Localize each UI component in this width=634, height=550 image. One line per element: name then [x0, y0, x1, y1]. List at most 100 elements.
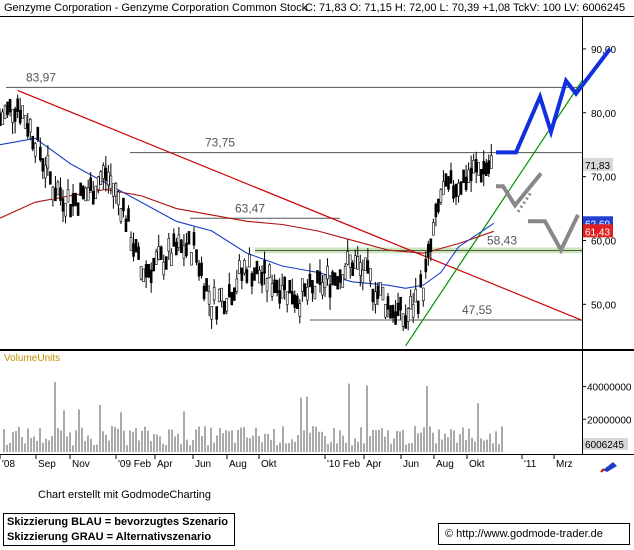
candle-body	[374, 291, 377, 305]
level-label: 83,97	[26, 70, 56, 84]
source-url[interactable]: © http://www.godmode-trader.de	[438, 523, 630, 545]
candle-body	[107, 171, 110, 186]
candle-body	[381, 286, 385, 301]
candle-body	[195, 249, 198, 263]
candle-body	[472, 159, 475, 174]
candle-body	[288, 279, 292, 294]
candle-body	[56, 181, 60, 196]
candle-body	[240, 267, 244, 281]
candle-body	[258, 269, 261, 284]
candle-body	[447, 176, 450, 190]
candle-body	[197, 263, 201, 277]
candle-body	[479, 169, 483, 183]
candle-body	[220, 287, 224, 302]
candle-body	[404, 315, 407, 329]
candle-body	[394, 311, 397, 325]
candle-body	[250, 273, 254, 287]
candle-body	[109, 175, 113, 189]
source-url-text[interactable]: http://www.godmode-trader.de	[456, 528, 603, 540]
candle-body	[81, 185, 85, 199]
candle-body	[0, 112, 2, 127]
candle-body	[298, 303, 302, 317]
candle-body	[336, 276, 339, 290]
candle-body	[44, 164, 47, 179]
candle-body	[157, 246, 161, 260]
candle-body	[33, 143, 37, 157]
candle-body	[222, 300, 226, 315]
candle-body	[346, 251, 349, 265]
scenario-grey-text: Skizzierung GRAU = Alternativszenario	[7, 531, 212, 543]
candle-body	[424, 258, 428, 273]
volume-tick-label: 20000000	[587, 415, 632, 426]
title-bar	[0, 0, 634, 16]
candle-body	[177, 234, 181, 248]
candle-body	[8, 98, 12, 113]
quote-line: C: 71,83 O: 71,15 H: 72,00 L: 70,39 +1,0…	[305, 2, 625, 14]
candle-body	[265, 278, 269, 292]
candle-body	[326, 265, 329, 280]
candle-body	[185, 242, 188, 257]
candle-body	[129, 237, 133, 251]
candle-body	[462, 169, 465, 183]
candle-body	[66, 189, 70, 203]
price-tick-label: 80,00	[591, 109, 616, 120]
candle-body	[389, 305, 392, 319]
candle-body	[13, 108, 17, 122]
candle-body	[28, 118, 32, 133]
candle-body	[94, 185, 98, 200]
x-tick-label: Apr	[157, 459, 173, 470]
candle-body	[99, 171, 103, 185]
candle-body	[23, 115, 27, 129]
candle-body	[167, 238, 171, 252]
volume-label: VolumeUnits	[4, 353, 60, 364]
candle-body	[270, 283, 274, 297]
x-axis: '08 Sep Nov '09 Feb Apr Jun Aug Okt '10 Feb Apr Ju…	[0, 455, 573, 470]
candle-body	[16, 98, 19, 112]
downtrend-line	[17, 89, 583, 321]
candle-body	[376, 285, 380, 299]
candle-body	[379, 282, 382, 296]
candle-body	[51, 186, 55, 201]
candle-body	[416, 300, 420, 315]
candle-body	[180, 239, 183, 253]
candle-body	[142, 268, 145, 283]
candle-body	[71, 193, 75, 207]
candle-body	[104, 167, 108, 182]
candle-body	[76, 202, 80, 216]
scenario-blue-path	[496, 47, 612, 155]
candle-body	[293, 294, 297, 308]
candle-body	[192, 232, 196, 246]
candle-body	[406, 308, 410, 322]
volume-last-value: 6006245	[585, 440, 624, 451]
candle-body	[64, 203, 67, 217]
scenario-blue-text: Skizzierung BLAU = bevorzugtes Szenario	[7, 516, 228, 528]
candle-body	[235, 278, 239, 293]
x-tick-label: Jun	[403, 459, 419, 470]
x-tick-label: Okt	[261, 459, 277, 470]
candle-body	[399, 296, 402, 311]
candle-body	[369, 267, 372, 282]
candle-body	[464, 176, 468, 191]
x-tick-label: Nov	[72, 459, 90, 470]
candle-body	[190, 252, 193, 266]
candle-body	[18, 109, 22, 124]
candle-body	[280, 285, 284, 299]
candle-body	[348, 254, 352, 268]
price-tick-label: 70,00	[591, 173, 616, 184]
candle-body	[152, 257, 155, 272]
candle-body	[114, 182, 118, 197]
candle-body	[59, 187, 62, 201]
candle-body	[26, 123, 30, 137]
candle-body	[84, 187, 87, 202]
candle-body	[364, 257, 367, 271]
candle-body	[122, 197, 125, 212]
candle-body	[391, 304, 395, 319]
candle-body	[162, 261, 166, 276]
candle-body	[285, 291, 289, 305]
candle-body	[253, 267, 256, 281]
candle-body	[439, 189, 443, 203]
candle-body	[202, 285, 206, 300]
x-tick-label: '11	[524, 459, 537, 470]
pen-icon[interactable]	[600, 462, 617, 473]
